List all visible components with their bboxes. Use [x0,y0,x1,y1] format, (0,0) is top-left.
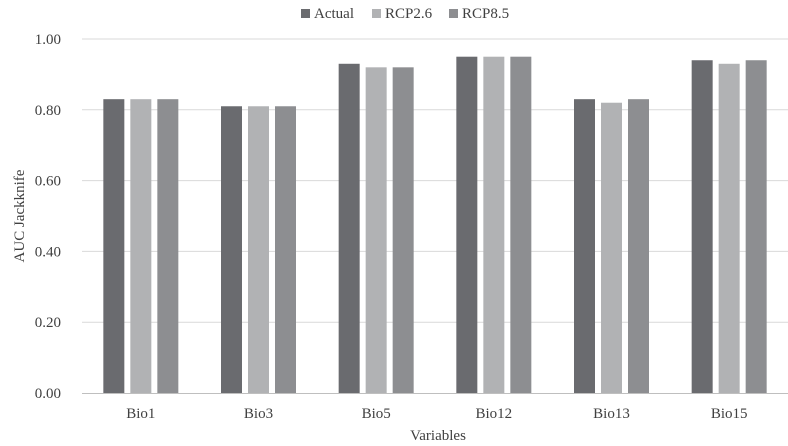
y-tick-label: 0.60 [35,174,61,190]
x-tick-label: Bio3 [244,406,273,422]
y-tick-label: 0.40 [35,244,61,260]
legend-label: Actual [314,6,354,22]
bar-bio15-rcp85 [745,60,767,394]
legend-swatch [372,9,381,18]
x-tick-label: Bio13 [593,406,630,422]
legend-item: Actual [301,6,354,22]
bar-bio12-actual [456,56,478,393]
x-axis-ticks: Bio1 Bio3 Bio5 Bio12 Bio13 Bio15 [126,406,747,422]
bar-bio12-rcp85 [510,56,532,393]
legend-label: RCP8.5 [462,6,509,22]
legend-swatch [449,9,458,18]
bar-bio5-actual [338,63,360,393]
bar-bio3-rcp26 [248,106,269,393]
gridlines [82,38,788,323]
y-tick-label: 0.00 [35,386,61,402]
bar-bio1-rcp85 [157,99,179,394]
legend: Actual RCP2.6 RCP8.5 [301,6,509,22]
bar-bio5-rcp85 [392,67,414,393]
bar-bio3-actual [221,106,242,393]
x-tick-label: Bio1 [126,406,155,422]
bar-bio13-rcp26 [601,102,622,393]
legend-item: RCP8.5 [449,6,509,22]
x-tick-label: Bio15 [711,406,748,422]
bar-bio1-rcp26 [130,99,152,394]
y-axis-label: AUC Jackknife [12,169,28,262]
y-tick-label: 1.00 [35,32,61,48]
y-axis-ticks: 0.00 0.20 0.40 0.60 0.80 1.00 [35,32,61,402]
x-tick-label: Bio12 [475,406,512,422]
y-tick-label: 0.80 [35,103,61,119]
x-tick-label: Bio5 [362,406,391,422]
bars [103,56,767,394]
bar-bio12-rcp26 [483,56,505,393]
bar-bio5-rcp26 [365,67,387,393]
x-axis-label: Variables [410,428,466,444]
bar-bio3-rcp85 [275,106,296,393]
bar-bio13-rcp85 [628,99,649,394]
bar-bio15-actual [691,60,713,394]
bar-bio13-actual [574,99,595,394]
bar-bio15-rcp26 [718,63,740,393]
legend-item: RCP2.6 [372,6,433,22]
y-tick-label: 0.20 [35,315,61,331]
legend-label: RCP2.6 [385,6,433,22]
legend-swatch [301,9,310,18]
bar-bio1-actual [103,99,125,394]
